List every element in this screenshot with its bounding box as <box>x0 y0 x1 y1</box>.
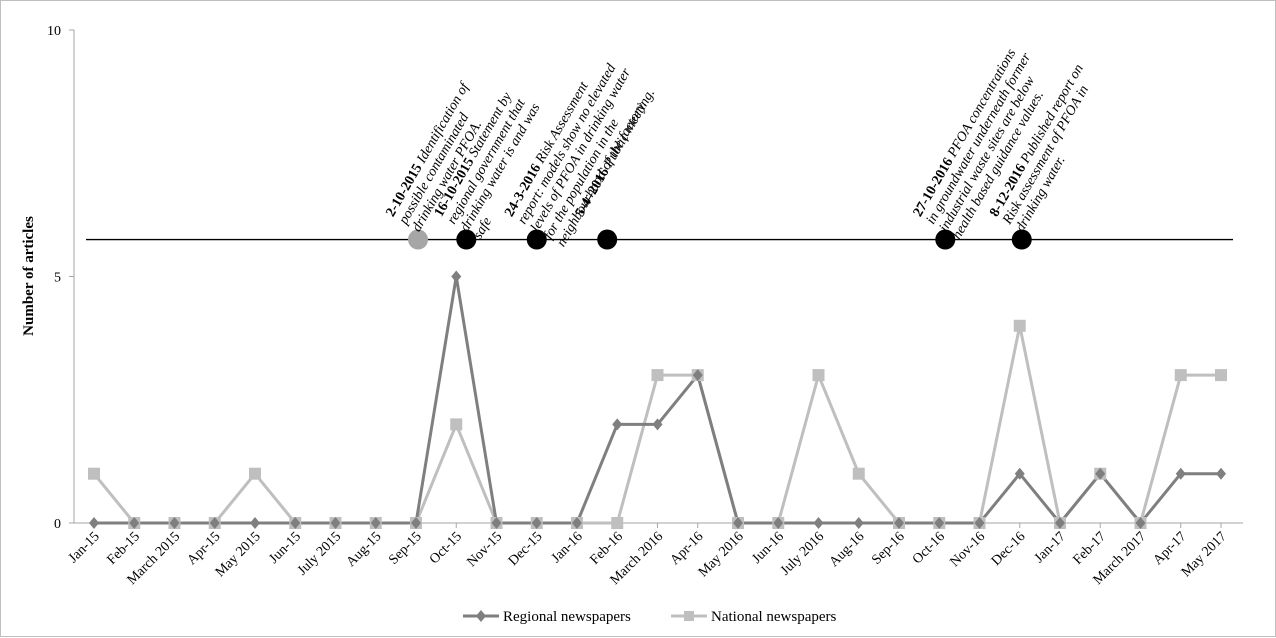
x-tick-label: Oct-16 <box>910 529 948 567</box>
timeline-event-dot <box>1011 229 1032 250</box>
x-tick-label: Apr-16 <box>668 529 707 568</box>
x-tick-label: Apr-15 <box>185 529 224 568</box>
x-tick-label: Feb-16 <box>587 529 626 568</box>
y-tick-label: 10 <box>47 24 61 39</box>
data-point-regional <box>531 517 542 529</box>
data-point-national <box>1215 369 1227 382</box>
x-tick-label: Jan-15 <box>66 529 103 566</box>
timeline-event-dot <box>408 229 429 250</box>
data-point-regional <box>652 418 663 431</box>
y-tick-label: 5 <box>54 271 61 286</box>
x-tick-label: Aug-16 <box>827 529 868 570</box>
legend-label: Regional newspapers <box>503 609 631 625</box>
data-point-regional <box>1055 517 1065 529</box>
timeline-event-dot <box>456 229 477 250</box>
data-point-regional <box>612 418 623 431</box>
x-tick-label: Dec-15 <box>506 529 546 569</box>
x-tick-label: Jun-16 <box>750 529 788 567</box>
x-tick-label: Jun-15 <box>267 529 305 567</box>
timeline-event-dot <box>935 229 956 250</box>
legend-marker-diamond <box>476 610 486 622</box>
data-point-regional <box>733 517 743 529</box>
y-axis-title: Number of articles <box>21 216 37 336</box>
timeline-event-dot <box>526 229 547 250</box>
x-tick-label: Apr-17 <box>1151 529 1190 568</box>
data-point-national <box>812 369 825 382</box>
data-point-national <box>249 467 261 480</box>
data-point-regional <box>1175 467 1186 480</box>
y-tick-label: 0 <box>54 517 61 532</box>
x-tick-label: Aug-15 <box>344 529 385 570</box>
data-point-regional <box>853 517 864 529</box>
data-point-regional <box>1216 467 1226 480</box>
data-point-national <box>1013 319 1026 332</box>
data-point-national <box>1174 369 1187 382</box>
data-point-national <box>88 467 100 480</box>
x-tick-label: Sep-16 <box>869 529 908 568</box>
x-tick-label: Nov-15 <box>464 529 505 570</box>
data-point-regional <box>250 517 260 529</box>
data-point-regional <box>1135 517 1146 529</box>
x-tick-label: Feb-15 <box>104 529 143 568</box>
data-point-national <box>450 418 463 431</box>
x-tick-label: Jan-16 <box>549 529 586 566</box>
x-tick-label: Jan-17 <box>1032 529 1069 566</box>
data-point-regional <box>129 517 140 529</box>
data-point-regional <box>572 517 582 529</box>
x-tick-label: Dec-16 <box>989 529 1029 569</box>
x-tick-label: Sep-15 <box>386 529 425 568</box>
timeline-event-dot <box>597 229 618 250</box>
data-point-regional <box>89 517 99 529</box>
data-point-regional <box>974 517 985 529</box>
data-point-regional <box>692 369 703 382</box>
x-tick-label: Nov-16 <box>947 529 988 570</box>
data-point-regional <box>491 517 502 529</box>
data-point-regional <box>773 517 784 529</box>
data-point-regional <box>1095 467 1106 480</box>
x-tick-label: July 2016 <box>778 529 827 578</box>
data-point-regional <box>330 517 341 529</box>
data-point-regional <box>451 270 462 283</box>
data-point-regional <box>370 517 381 529</box>
x-tick-label: Oct-15 <box>427 529 465 567</box>
legend-label: National newspapers <box>711 609 837 625</box>
data-point-regional <box>934 517 945 529</box>
data-point-regional <box>209 517 220 529</box>
data-point-regional <box>411 517 421 529</box>
data-point-regional <box>894 517 904 529</box>
data-point-national <box>651 369 664 382</box>
data-point-regional <box>1014 467 1025 480</box>
data-point-national <box>852 467 865 480</box>
data-point-regional <box>290 517 301 529</box>
x-tick-label: Feb-17 <box>1070 529 1109 568</box>
data-point-regional <box>169 517 180 529</box>
x-tick-label: July 2015 <box>295 529 344 578</box>
data-point-regional <box>813 517 824 529</box>
data-point-national <box>611 517 624 529</box>
legend-marker-square <box>684 611 694 621</box>
